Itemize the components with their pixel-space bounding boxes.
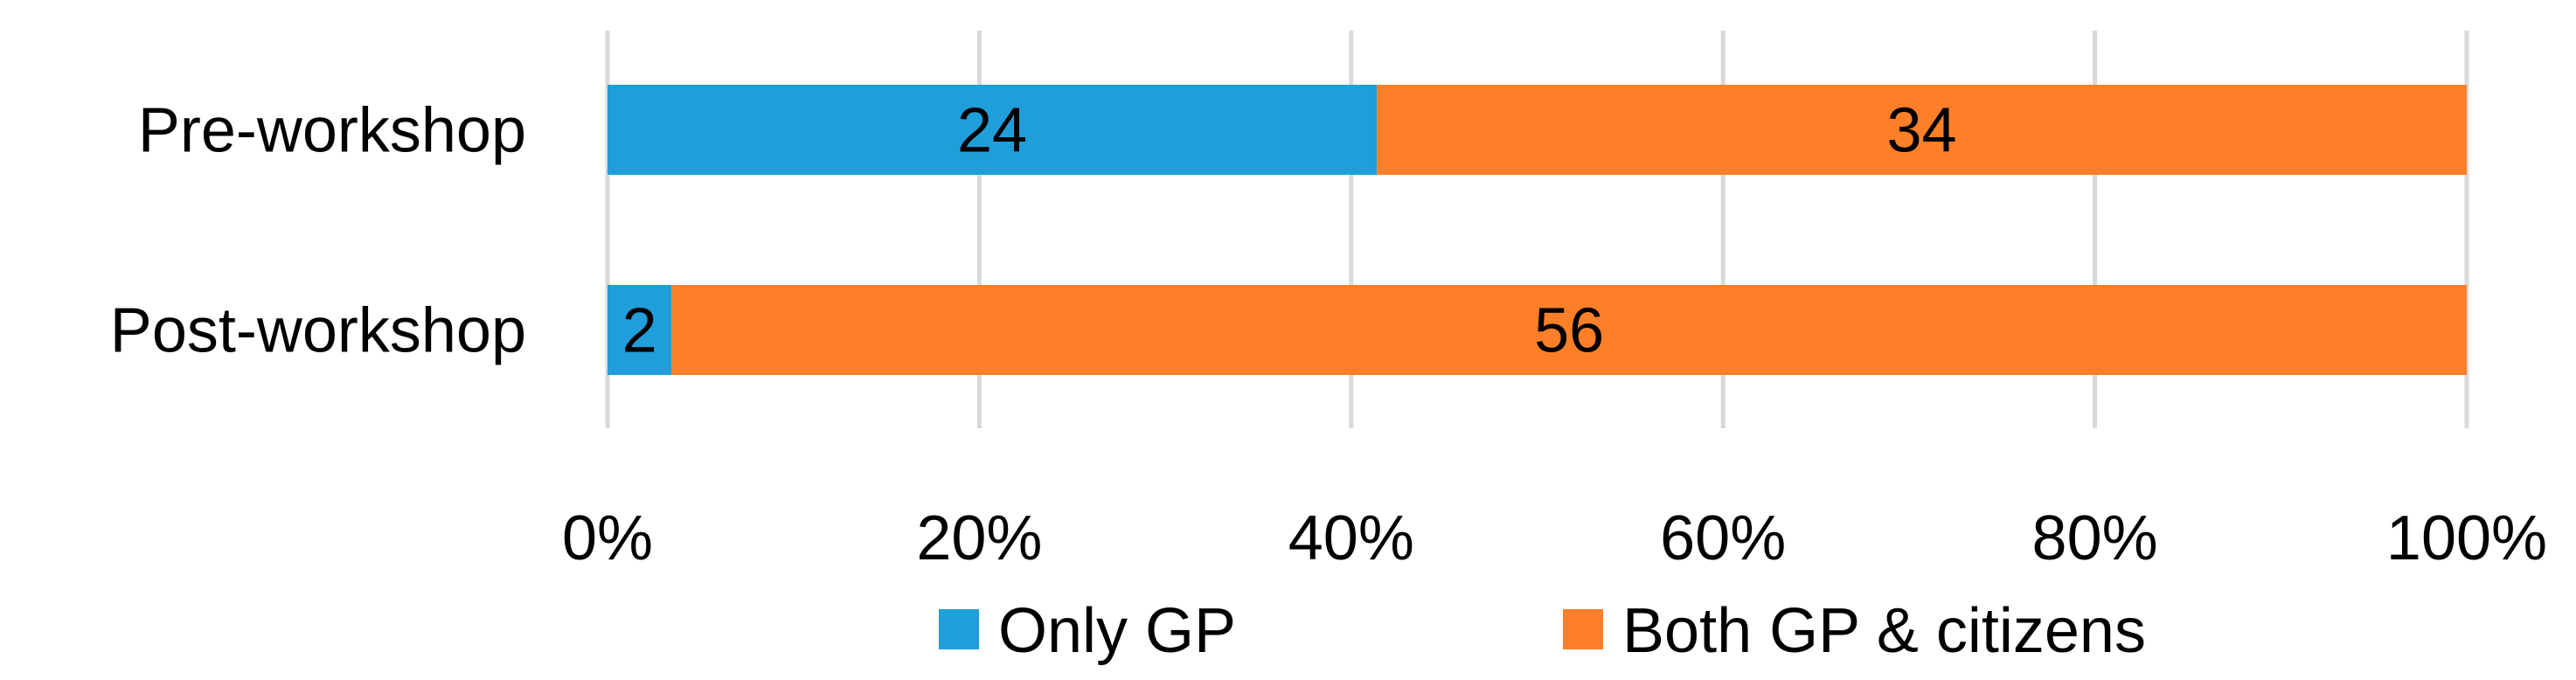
- bars: [608, 85, 2468, 375]
- x-tick-label: 40%: [1288, 503, 1414, 573]
- bar-segment: [671, 285, 2468, 375]
- bar-segment: [1377, 85, 2467, 175]
- bar-segment: [608, 285, 672, 375]
- x-tick-label: 80%: [2032, 503, 2158, 573]
- bar-segment: [608, 85, 1378, 175]
- data-label: 34: [1887, 96, 1957, 166]
- legend-swatch: [1563, 609, 1603, 649]
- x-tick-label: 0%: [562, 503, 653, 573]
- data-label: 2: [622, 296, 657, 366]
- x-tick-label: 60%: [1660, 503, 1786, 573]
- legend-swatch: [939, 609, 979, 649]
- legend-item: Both GP & citizens: [1563, 596, 2146, 666]
- x-tick-label: 20%: [916, 503, 1042, 573]
- category-labels: Pre-workshop Post-workshop: [110, 96, 526, 366]
- legend: Only GP Both GP & citizens: [939, 596, 2146, 666]
- legend-label: Both GP & citizens: [1622, 596, 2146, 666]
- x-tick-label: 100%: [2386, 503, 2547, 573]
- x-axis-tick-labels: 0% 20% 40% 60% 80% 100%: [562, 503, 2547, 573]
- legend-item: Only GP: [939, 596, 1236, 666]
- data-label: 24: [957, 96, 1027, 166]
- data-label: 56: [1534, 296, 1604, 366]
- legend-label: Only GP: [998, 596, 1236, 666]
- category-label: Post-workshop: [110, 296, 526, 366]
- data-labels: 24 34 2 56: [622, 96, 1957, 366]
- category-label: Pre-workshop: [138, 96, 526, 166]
